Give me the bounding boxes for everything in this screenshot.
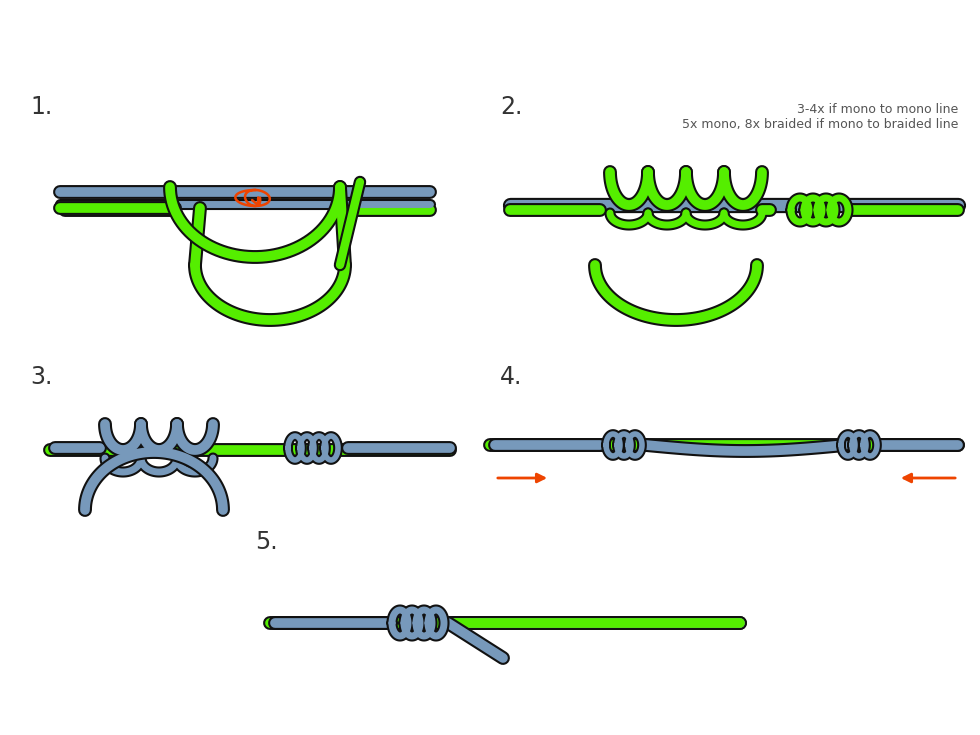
Text: 2.: 2. xyxy=(500,95,522,119)
Text: 3.: 3. xyxy=(30,365,52,389)
Text: 1.: 1. xyxy=(30,95,52,119)
Text: 5.: 5. xyxy=(255,530,277,554)
Text: 3-4x if mono to mono line: 3-4x if mono to mono line xyxy=(797,103,958,116)
Text: 4.: 4. xyxy=(500,365,522,389)
Text: 5x mono, 8x braided if mono to braided line: 5x mono, 8x braided if mono to braided l… xyxy=(682,118,958,131)
